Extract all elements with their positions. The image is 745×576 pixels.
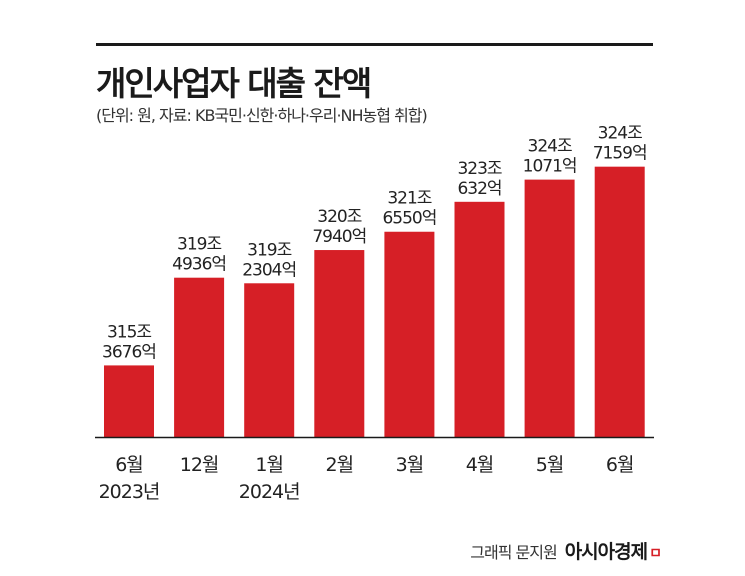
data-label: 632억	[457, 179, 501, 199]
chart-subtitle: (단위: 원, 자료: KB국민·신한·하나·우리·NH농협 취합)	[96, 106, 428, 125]
x-tick-label: 2024년	[239, 481, 300, 503]
brand-mark-icon: ㅁ	[649, 546, 662, 562]
x-tick-label: 5월	[536, 454, 564, 476]
data-label: 7159억	[593, 144, 647, 164]
brand-logo: 아시아경제	[564, 541, 648, 563]
data-label: 324조	[528, 137, 572, 157]
data-label: 319조	[247, 240, 291, 260]
bar	[594, 166, 645, 438]
data-label: 323조	[457, 159, 501, 179]
x-tick-label: 2023년	[99, 481, 160, 503]
data-label: 320조	[317, 207, 361, 227]
bar	[104, 365, 154, 437]
graphic-credit: 그래픽 문지원	[470, 543, 557, 562]
x-tick-label: 6월	[115, 454, 143, 476]
data-label: 1071억	[523, 157, 577, 177]
top-rule	[96, 43, 653, 46]
x-tick-label: 1월	[255, 454, 283, 476]
bar	[454, 201, 505, 437]
bar	[314, 250, 365, 437]
x-tick-label: 12월	[180, 454, 219, 476]
x-tick-label: 3월	[396, 454, 424, 476]
bar	[244, 283, 295, 437]
credit-line: 그래픽 문지원 아시아경제 ㅁ	[470, 537, 662, 564]
data-label: 315조	[107, 322, 151, 342]
chart-title: 개인사업자 대출 잔액	[96, 64, 372, 103]
data-label: 6550억	[382, 209, 436, 229]
data-label: 2304억	[242, 260, 296, 280]
x-tick-label: 4월	[466, 454, 494, 476]
bar	[174, 277, 225, 437]
x-tick-label: 2월	[326, 454, 354, 476]
data-label: 319조	[177, 235, 221, 255]
data-label: 7940억	[312, 227, 366, 247]
x-tick-label: 6월	[606, 454, 634, 476]
data-label: 3676억	[102, 342, 156, 362]
data-label: 4936억	[172, 255, 226, 275]
data-label: 321조	[387, 189, 431, 209]
bar	[524, 179, 575, 438]
data-label: 324조	[598, 124, 642, 144]
bar	[384, 231, 435, 437]
